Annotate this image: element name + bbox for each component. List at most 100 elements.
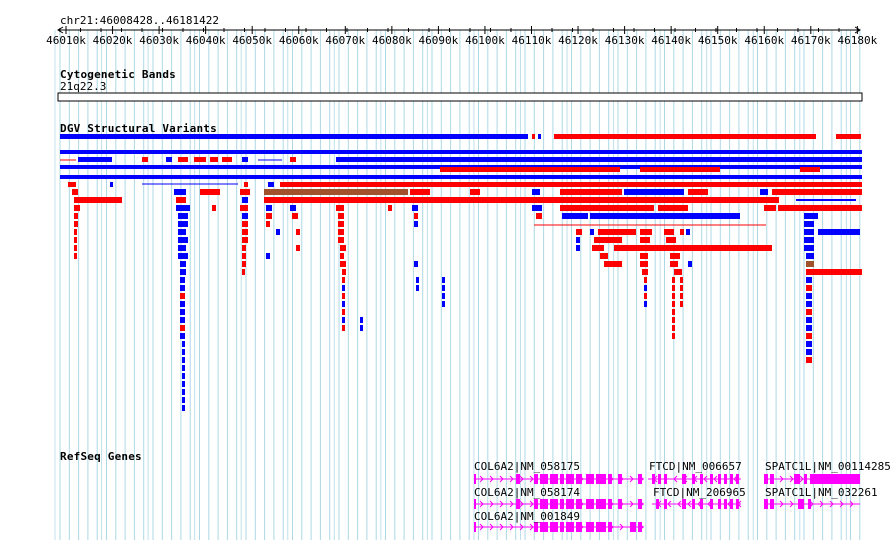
gene-exon[interactable] [576, 522, 582, 532]
variant-bar[interactable] [672, 309, 675, 315]
variant-bar[interactable] [680, 293, 683, 299]
variant-bar[interactable] [338, 237, 344, 243]
variant-bar[interactable] [290, 205, 296, 211]
gene-exon[interactable] [560, 499, 564, 509]
gene-exon[interactable] [730, 499, 733, 509]
variant-bar[interactable] [674, 269, 682, 275]
variant-bar[interactable] [180, 277, 185, 283]
gene-exon[interactable] [764, 499, 768, 509]
variant-bar[interactable] [178, 221, 188, 227]
gene-label[interactable]: COL6A2|NM_058175 [474, 460, 580, 473]
variant-bar[interactable] [68, 182, 76, 187]
variant-bar[interactable] [806, 293, 812, 299]
variant-bar[interactable] [242, 213, 248, 219]
variant-bar[interactable] [178, 229, 186, 235]
variant-bar[interactable] [266, 213, 272, 219]
gene-exon[interactable] [736, 499, 739, 509]
variant-bar[interactable] [416, 285, 419, 291]
variant-bar[interactable] [538, 134, 541, 139]
variant-bar[interactable] [244, 182, 248, 187]
gene-exon[interactable] [692, 499, 695, 509]
gene-exon[interactable] [608, 499, 612, 509]
variant-bar[interactable] [672, 317, 675, 323]
variant-bar[interactable] [594, 237, 622, 243]
variant-bar[interactable] [644, 285, 647, 291]
variant-bar[interactable] [680, 229, 684, 235]
variant-bar[interactable] [296, 245, 300, 251]
variant-bar[interactable] [778, 205, 862, 211]
variant-bar[interactable] [640, 229, 652, 235]
variant-bar[interactable] [624, 189, 684, 195]
variant-bar[interactable] [440, 167, 620, 172]
variant-bar[interactable] [800, 167, 820, 172]
variant-bar[interactable] [804, 229, 814, 235]
variant-bar[interactable] [804, 237, 814, 243]
gene-exon[interactable] [718, 499, 721, 509]
variant-bar[interactable] [410, 189, 430, 195]
variant-bar[interactable] [590, 213, 740, 219]
gene-exon[interactable] [566, 499, 574, 509]
gene-label[interactable]: FTCD|NM_006657 [649, 460, 742, 473]
variant-bar[interactable] [74, 221, 78, 227]
variant-bar[interactable] [804, 221, 814, 227]
variant-bar[interactable] [664, 229, 674, 235]
variant-bar[interactable] [772, 189, 862, 195]
variant-bar[interactable] [74, 253, 77, 259]
gene-exon[interactable] [586, 474, 594, 484]
gene-exon[interactable] [618, 499, 622, 509]
gene-exon[interactable] [560, 522, 564, 532]
variant-bar[interactable] [340, 245, 346, 251]
gene-label[interactable]: SPATC1L|NM_001142854 [765, 460, 890, 473]
variant-bar[interactable] [242, 269, 245, 275]
variant-bar[interactable] [672, 285, 675, 291]
gene-exon[interactable] [540, 499, 548, 509]
variant-bar[interactable] [600, 253, 608, 259]
variant-bar[interactable] [644, 301, 647, 307]
variant-bar[interactable] [806, 333, 812, 339]
gene-exon[interactable] [516, 474, 520, 484]
variant-bar[interactable] [210, 157, 218, 162]
variant-bar[interactable] [688, 189, 708, 195]
variant-bar[interactable] [536, 213, 542, 219]
gene-exon[interactable] [638, 499, 642, 509]
gene-exon[interactable] [618, 474, 622, 484]
gene-exon[interactable] [516, 499, 520, 509]
variant-bar[interactable] [672, 301, 675, 307]
variant-bar[interactable] [342, 301, 345, 307]
gene-exon[interactable] [764, 474, 768, 484]
variant-bar[interactable] [360, 325, 363, 331]
gene-label[interactable]: FTCD|NM_206965 [653, 486, 746, 499]
gene-exon[interactable] [586, 499, 594, 509]
gene-exon[interactable] [534, 499, 538, 509]
variant-bar[interactable] [644, 277, 647, 283]
variant-bar[interactable] [806, 269, 862, 275]
gene-exon[interactable] [798, 499, 804, 509]
variant-bar[interactable] [640, 253, 648, 259]
variant-bar[interactable] [590, 229, 594, 235]
variant-bar[interactable] [598, 229, 636, 235]
variant-bar[interactable] [142, 157, 148, 162]
variant-bar[interactable] [442, 293, 445, 299]
variant-bar[interactable] [182, 405, 185, 411]
variant-bar[interactable] [562, 213, 588, 219]
variant-bar[interactable] [806, 349, 812, 355]
variant-bar[interactable] [72, 189, 78, 195]
variant-bar[interactable] [74, 213, 78, 219]
gene-label[interactable]: COL6A2|NM_001849 [474, 510, 580, 523]
variant-bar[interactable] [576, 237, 580, 243]
variant-bar[interactable] [60, 134, 528, 139]
gene-exon[interactable] [770, 474, 774, 484]
gene-exon[interactable] [692, 474, 695, 484]
gene-exon[interactable] [724, 499, 727, 509]
gene-exon[interactable] [540, 522, 548, 532]
gene-exon[interactable] [576, 474, 582, 484]
variant-bar[interactable] [614, 245, 772, 251]
gene-exon[interactable] [560, 474, 564, 484]
gene-exon[interactable] [808, 499, 811, 509]
variant-bar[interactable] [658, 205, 688, 211]
variant-bar[interactable] [180, 309, 185, 315]
variant-bar[interactable] [242, 197, 248, 203]
variant-bar[interactable] [806, 301, 812, 307]
